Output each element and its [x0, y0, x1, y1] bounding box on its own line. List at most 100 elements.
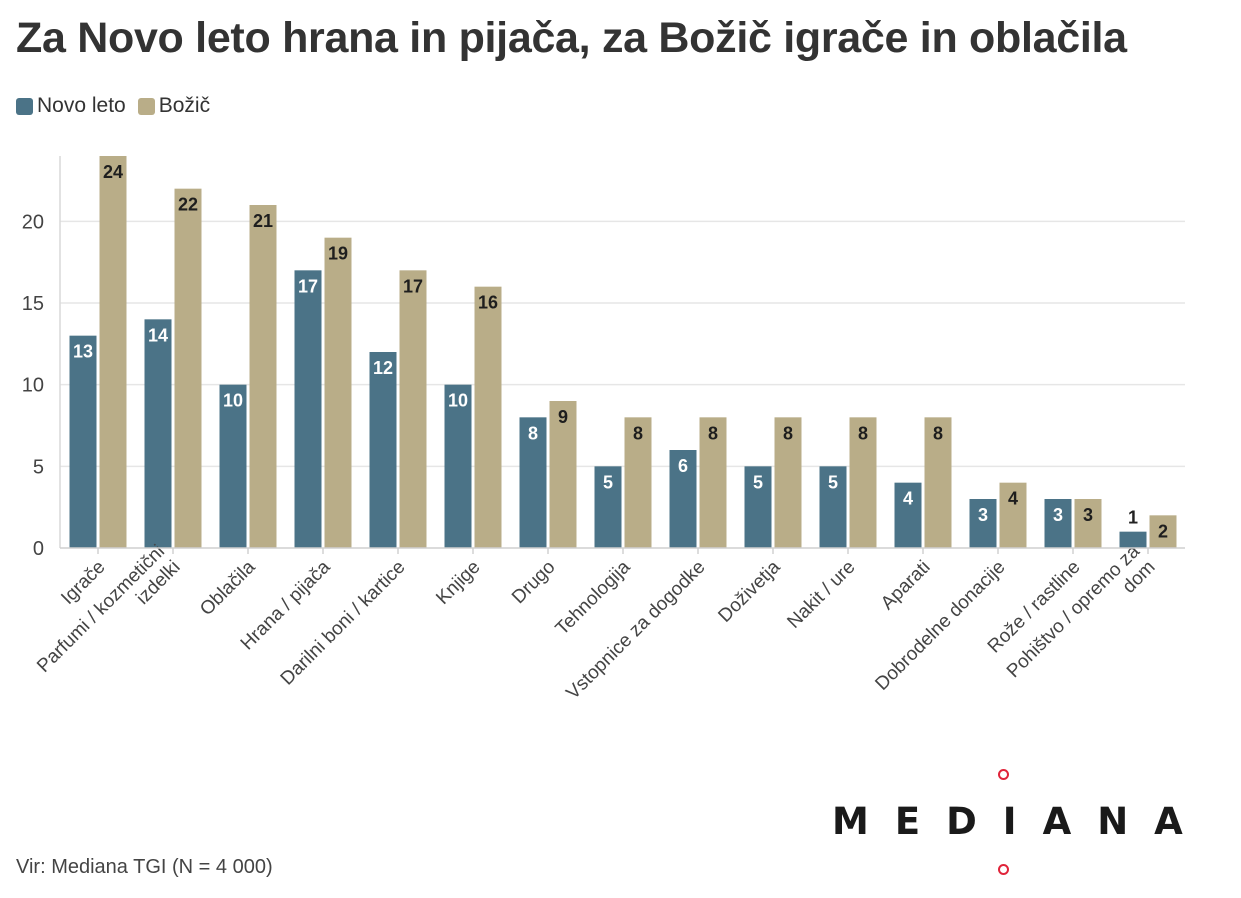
data-label-novo-leto: 8: [528, 423, 538, 443]
bar-bozic: [924, 417, 952, 548]
x-tick-label: Parfumi / kozmetičniizdelki: [33, 541, 184, 692]
data-label-novo-leto: 6: [678, 456, 688, 476]
x-tick-label-line: Doživetja: [714, 556, 784, 626]
y-tick-label: 20: [22, 211, 44, 233]
bar-bozic: [549, 401, 577, 548]
data-label-novo-leto: 10: [223, 391, 243, 411]
x-tick-label-line: Dobrodelne donacije: [871, 557, 1009, 695]
legend-swatch-bozic: [137, 97, 155, 115]
legend-label-bozic: Božič: [158, 94, 211, 117]
bar-bozic: [174, 188, 202, 548]
bar-bozic: [849, 417, 877, 548]
source-note: Vir: Mediana TGI (N = 4 000): [16, 856, 273, 878]
legend-item-bozic[interactable]: Božič: [137, 94, 211, 118]
x-tick-label: Darilni boni / kartice: [277, 557, 410, 690]
legend: Novo leto Božič: [16, 94, 210, 118]
data-label-novo-leto: 13: [73, 342, 93, 362]
data-label-bozic: 24: [103, 162, 123, 182]
data-label-bozic: 2: [1158, 521, 1168, 541]
bar-novo-leto: [69, 335, 97, 548]
data-label-novo-leto: 3: [1053, 505, 1063, 525]
data-label-novo-leto: 4: [903, 489, 913, 509]
bar-novo-leto: [744, 466, 772, 548]
bar-bozic: [399, 270, 427, 548]
data-label-bozic: 8: [633, 423, 643, 443]
y-tick-label: 0: [33, 538, 44, 560]
bar-bozic: [1074, 499, 1102, 548]
x-tick-label: Drugo: [508, 557, 559, 608]
x-tick-label-line: Nakit / ure: [783, 557, 859, 633]
bar-bozic: [699, 417, 727, 548]
logo-bottom-dot: [998, 864, 1009, 875]
data-label-bozic: 8: [783, 423, 793, 443]
bar-novo-leto: [444, 384, 472, 548]
bar-novo-leto: [219, 384, 247, 548]
bar-novo-leto: [594, 466, 622, 548]
x-tick-label-line: Oblačila: [196, 556, 260, 620]
bar-novo-leto: [144, 319, 172, 548]
x-tick-label-line: Vstopnice za dogodke: [562, 557, 709, 704]
chart-title: Za Novo leto hrana in pijača, za Božič i…: [16, 14, 1127, 62]
bar-novo-leto: [294, 270, 322, 548]
bar-bozic: [249, 205, 277, 548]
data-label-novo-leto: 17: [298, 276, 318, 296]
data-label-bozic: 8: [933, 423, 943, 443]
legend-label-novo-leto: Novo leto: [37, 94, 126, 117]
mediana-logo: MEDIANA: [832, 766, 1183, 876]
bar-bozic: [324, 237, 352, 548]
data-label-novo-leto: 10: [448, 391, 468, 411]
bar-bozic: [999, 482, 1027, 548]
logo-text: MEDIANA: [832, 800, 1209, 843]
logo-top-dot: [998, 769, 1009, 780]
data-label-novo-leto: 5: [603, 472, 613, 492]
data-label-novo-leto: 5: [828, 472, 838, 492]
x-tick-label: Knjige: [432, 557, 484, 609]
bar-novo-leto: [1044, 499, 1072, 548]
x-tick-label: Dobrodelne donacije: [871, 557, 1009, 695]
bar-novo-leto: [969, 499, 997, 548]
data-label-bozic: 16: [478, 293, 498, 313]
x-tick-label-line: Parfumi / kozmetični: [33, 541, 169, 677]
bar-novo-leto: [669, 450, 697, 548]
bar-bozic: [1149, 515, 1177, 548]
data-label-novo-leto: 14: [148, 325, 168, 345]
y-tick-label: 15: [22, 293, 44, 315]
data-label-bozic: 9: [558, 407, 568, 427]
bar-bozic: [99, 156, 127, 548]
bar-novo-leto: [519, 417, 547, 548]
data-label-novo-leto: 12: [373, 358, 393, 378]
legend-swatch-novo-leto: [16, 97, 33, 115]
bar-bozic: [624, 417, 652, 548]
data-label-bozic: 17: [403, 276, 423, 296]
data-label-bozic: 19: [328, 244, 348, 264]
x-tick-label: Oblačila: [196, 556, 260, 620]
data-label-bozic: 8: [708, 423, 718, 443]
data-label-novo-leto: 5: [753, 472, 763, 492]
data-label-bozic: 3: [1083, 505, 1093, 525]
data-label-novo-leto: 1: [1128, 508, 1138, 528]
data-label-novo-leto: 3: [978, 505, 988, 525]
x-tick-label-line: Knjige: [432, 557, 484, 609]
x-tick-label: Doživetja: [714, 556, 784, 626]
x-tick-label: Tehnologija: [552, 556, 635, 639]
x-tick-label-line: Tehnologija: [552, 556, 635, 639]
data-label-bozic: 21: [253, 211, 273, 231]
x-tick-label-line: Aparati: [877, 557, 934, 614]
bar-bozic: [774, 417, 802, 548]
bar-novo-leto: [369, 352, 397, 548]
bar-novo-leto: [819, 466, 847, 548]
legend-item-novo-leto[interactable]: Novo leto: [16, 94, 126, 118]
bar-bozic: [474, 286, 502, 548]
bar-novo-leto: [1119, 531, 1147, 548]
data-label-bozic: 22: [178, 195, 198, 215]
y-tick-label: 10: [22, 375, 44, 397]
x-tick-label: Aparati: [877, 557, 934, 614]
x-tick-label-line: Darilni boni / kartice: [277, 557, 410, 690]
bar-novo-leto: [894, 482, 922, 548]
data-label-bozic: 4: [1008, 489, 1018, 509]
y-tick-label: 5: [33, 456, 44, 478]
x-tick-label-line: Drugo: [508, 557, 559, 608]
x-tick-label: Nakit / ure: [783, 557, 859, 633]
data-label-bozic: 8: [858, 423, 868, 443]
